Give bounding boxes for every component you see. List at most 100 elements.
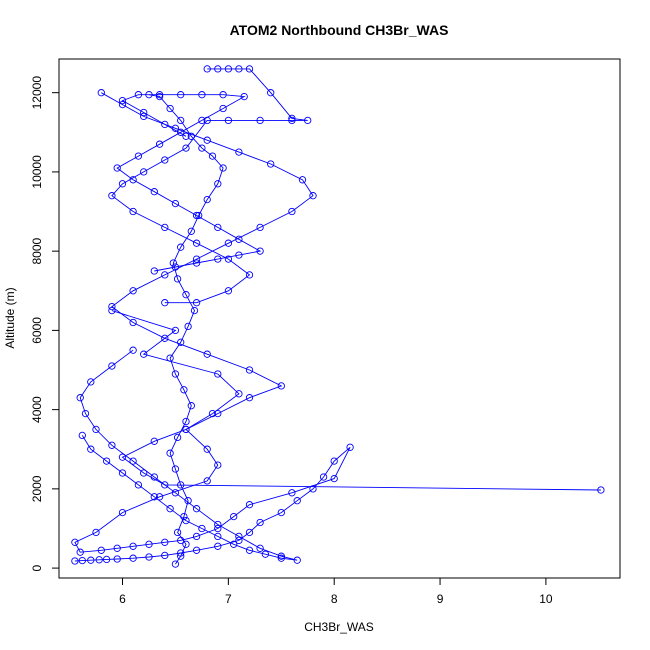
data-point (198, 524, 206, 533)
data-point (102, 555, 111, 564)
data-point (277, 554, 285, 562)
data-point (78, 556, 86, 565)
data-point (92, 425, 100, 434)
data-point (166, 354, 174, 362)
data-point (256, 518, 264, 527)
data-point (118, 180, 127, 188)
data-point (76, 548, 84, 556)
data-point (166, 449, 174, 457)
data-point (177, 338, 185, 346)
x-tick-label: 7 (225, 592, 232, 606)
data-point (108, 302, 116, 311)
data-point (288, 207, 296, 216)
data-point (161, 156, 169, 164)
y-tick-label: 12000 (30, 76, 44, 110)
data-point (155, 493, 164, 501)
data-point (95, 556, 103, 564)
data-series (97, 89, 605, 494)
data-point (203, 477, 211, 485)
data-point (203, 350, 211, 358)
data-point (319, 473, 328, 481)
data-point (187, 402, 195, 410)
y-tick-label: 8000 (30, 237, 44, 264)
data-point (192, 299, 201, 307)
data-point (140, 469, 148, 477)
data-point (129, 554, 137, 562)
data-point (267, 89, 275, 97)
plot-series (71, 65, 605, 568)
data-point (256, 116, 264, 125)
y-tick-label: 2000 (30, 475, 44, 502)
data-point (214, 65, 222, 73)
data-series (145, 91, 227, 568)
data-point (203, 195, 211, 204)
data-point (177, 116, 185, 125)
data-point (173, 528, 182, 537)
y-tick-label: 0 (30, 564, 44, 571)
data-point (166, 104, 174, 113)
data-point (277, 382, 285, 390)
data-point (92, 528, 100, 537)
data-point (214, 524, 222, 533)
data-point (203, 445, 211, 453)
data-point (150, 267, 158, 275)
data-point (235, 251, 243, 259)
data-point (192, 532, 201, 541)
data-point (81, 409, 90, 418)
data-point (118, 453, 127, 461)
y-tick-label: 4000 (30, 396, 44, 423)
data-point (214, 370, 222, 378)
data-point (171, 489, 180, 497)
data-point (245, 528, 254, 537)
data-point (161, 299, 169, 307)
data-point (161, 120, 169, 129)
data-point (245, 271, 254, 279)
data-point (277, 508, 285, 517)
y-tick-label: 6000 (30, 317, 44, 344)
data-point (187, 227, 195, 235)
data-point (87, 556, 95, 564)
data-point (230, 540, 238, 548)
data-point (182, 425, 190, 434)
x-tick-label: 10 (539, 592, 553, 606)
series-line (74, 310, 351, 562)
data-point (235, 65, 243, 73)
data-series (71, 306, 354, 565)
data-point (97, 546, 105, 554)
data-point (150, 493, 158, 501)
data-point (192, 259, 201, 267)
data-point (245, 65, 254, 73)
data-point (198, 144, 206, 152)
data-point (198, 91, 206, 99)
data-point (267, 160, 275, 168)
data-point (129, 176, 137, 184)
data-point (161, 223, 169, 232)
data-point (150, 473, 158, 481)
data-point (214, 223, 222, 232)
y-axis-label: Altitude (m) (3, 287, 17, 348)
data-point (161, 334, 169, 342)
data-point (177, 243, 185, 251)
data-point (192, 211, 201, 220)
data-point (224, 255, 233, 263)
data-point (118, 469, 127, 477)
data-point (108, 441, 116, 449)
data-point (161, 538, 169, 546)
data-series (108, 65, 312, 307)
data-point (184, 322, 192, 331)
data-point (208, 152, 217, 160)
data-point (277, 552, 285, 560)
data-point (171, 263, 180, 271)
data-point (192, 239, 201, 247)
x-tick-label: 9 (437, 592, 444, 606)
data-point (224, 116, 233, 125)
data-point (298, 176, 307, 184)
data-point (346, 443, 354, 451)
data-point (235, 536, 243, 545)
data-point (182, 540, 190, 548)
plot-frame (58, 58, 621, 579)
data-point (288, 114, 296, 123)
series-line (148, 94, 224, 565)
data-point (177, 128, 185, 136)
data-point (161, 271, 169, 279)
